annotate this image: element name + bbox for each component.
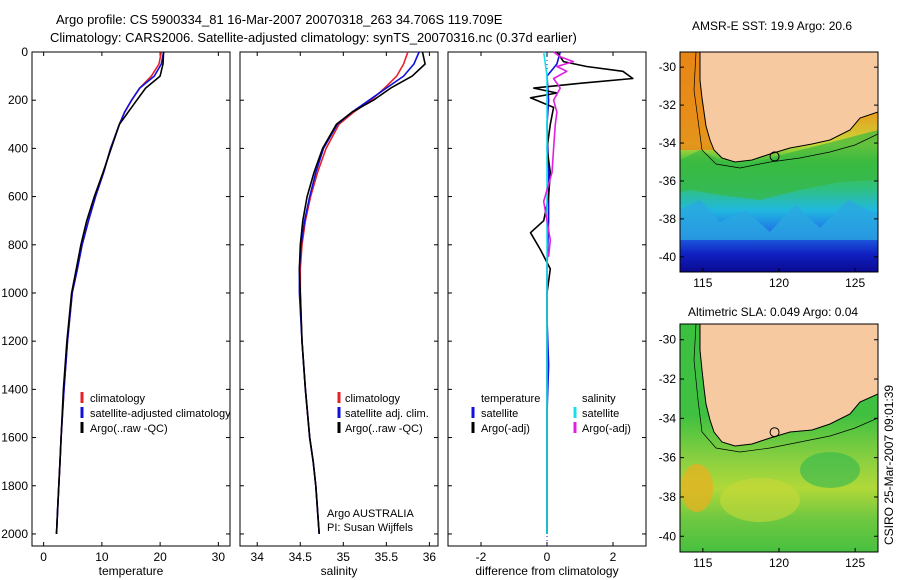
csiro-timestamp: CSIRO 25-Mar-2007 09:01:39 bbox=[882, 385, 896, 545]
map-y-tick-label: -30 bbox=[659, 60, 677, 74]
sst-map-axes: 115 120 125 -30 -32 -34 -36 -38 -40 bbox=[659, 60, 878, 290]
sla-high-patch bbox=[681, 464, 713, 512]
x-axis-label: difference from climatology bbox=[475, 564, 618, 578]
legend-label-argo: Argo(..raw -QC) bbox=[345, 423, 423, 435]
map-x-tick-label: 115 bbox=[693, 556, 712, 570]
float-owner: Argo AUSTRALIA bbox=[327, 508, 414, 520]
series-argo bbox=[298, 51, 426, 535]
map-y-tick-label: -34 bbox=[659, 136, 677, 150]
map-y-tick-label: -40 bbox=[659, 250, 677, 264]
map-x-tick-label: 120 bbox=[769, 556, 789, 570]
map-x-tick-label: 120 bbox=[769, 276, 789, 290]
legend-label-climatology: climatology bbox=[90, 393, 146, 405]
sla-map-title: Altimetric SLA: 0.049 Argo: 0.04 bbox=[688, 305, 858, 319]
legend-label-sal-argo: Argo(-adj) bbox=[582, 423, 631, 435]
y-tick-label: 1400 bbox=[1, 382, 28, 396]
map-y-tick-label: -40 bbox=[659, 529, 677, 543]
legend-title-salinity: salinity bbox=[582, 393, 616, 405]
sst-map bbox=[680, 52, 878, 272]
series-satellite bbox=[298, 51, 420, 535]
map-y-tick-label: -34 bbox=[659, 411, 677, 425]
x-tick-label: 20 bbox=[153, 550, 167, 564]
legend-label-argo: Argo(..raw -QC) bbox=[90, 423, 168, 435]
sst-coastline bbox=[699, 52, 878, 163]
map-y-tick-label: -36 bbox=[659, 174, 677, 188]
series-sal-argo bbox=[542, 51, 575, 257]
x-axis-label: temperature bbox=[99, 564, 164, 578]
map-y-tick-label: -32 bbox=[659, 372, 677, 386]
sla-low-patch bbox=[800, 452, 860, 488]
temperature-legend: climatology satellite-adjusted climatolo… bbox=[80, 392, 231, 435]
legend-title-temperature: temperature bbox=[481, 393, 540, 405]
x-tick-label: 35.5 bbox=[375, 550, 399, 564]
sla-map-axes: 115 120 125 -30 -32 -34 -36 -38 -40 bbox=[659, 333, 878, 570]
sst-map-title: AMSR-E SST: 19.9 Argo: 20.6 bbox=[692, 19, 852, 33]
x-tick-label: 34 bbox=[251, 550, 265, 564]
sst-shelf-contour bbox=[693, 52, 878, 169]
x-tick-label: 0 bbox=[544, 550, 551, 564]
legend-label-satellite: satellite adj. clim. bbox=[345, 408, 429, 420]
y-tick-label: 2000 bbox=[1, 527, 28, 541]
series-argo bbox=[55, 51, 165, 535]
sla-coastline bbox=[699, 324, 878, 447]
y-tick-label: 800 bbox=[8, 238, 28, 252]
map-x-tick-label: 115 bbox=[693, 276, 712, 290]
x-tick-label: 2 bbox=[610, 550, 617, 564]
title-line-1: Argo profile: CS 5900334_81 16-Mar-2007 … bbox=[56, 12, 503, 27]
x-tick-label: 0 bbox=[40, 550, 47, 564]
series-temp-satellite bbox=[546, 51, 561, 534]
sst-warm-band bbox=[680, 130, 878, 200]
y-tick-label: 1600 bbox=[1, 431, 28, 445]
sst-cool-band bbox=[680, 200, 878, 240]
series-sal-satellite bbox=[542, 51, 548, 534]
legend-label-climatology: climatology bbox=[345, 393, 401, 405]
sla-land bbox=[700, 324, 878, 446]
salinity-legend: climatology satellite adj. clim. Argo(..… bbox=[327, 392, 429, 534]
temperature-axes bbox=[31, 51, 231, 547]
x-tick-label: 30 bbox=[212, 550, 226, 564]
salinity-plot: 34 34.5 35 35.5 36 salinity bbox=[240, 51, 438, 578]
legend-label-temp-argo: Argo(-adj) bbox=[481, 423, 530, 435]
series-climatology bbox=[299, 51, 409, 535]
y-tick-label: 400 bbox=[8, 141, 28, 155]
sst-argo-marker bbox=[769, 151, 780, 162]
sla-shelf-contour bbox=[693, 324, 878, 453]
sst-land bbox=[700, 52, 878, 162]
y-tick-label: 0 bbox=[21, 45, 28, 59]
map-y-tick-label: -30 bbox=[659, 333, 677, 347]
legend-label-temp-satellite: satellite bbox=[481, 408, 518, 420]
y-tick-label: 1000 bbox=[1, 286, 28, 300]
x-tick-label: 10 bbox=[95, 550, 109, 564]
float-pi: PI: Susan Wijffels bbox=[327, 522, 413, 534]
map-x-tick-label: 125 bbox=[845, 556, 865, 570]
x-tick-label: 35 bbox=[337, 550, 351, 564]
map-x-tick-label: 125 bbox=[845, 276, 865, 290]
x-axis-label: salinity bbox=[321, 564, 358, 578]
legend-label-sal-satellite: satellite bbox=[582, 408, 619, 420]
difference-legend: temperature satellite Argo(-adj) salinit… bbox=[471, 393, 631, 435]
map-y-tick-label: -38 bbox=[659, 212, 677, 226]
sla-map bbox=[680, 324, 878, 552]
temperature-plot: 0 10 20 30 temperature 0 200 400 600 800 1000 1200 1… bbox=[1, 45, 230, 578]
y-tick-label: 200 bbox=[8, 93, 28, 107]
map-y-tick-label: -32 bbox=[659, 98, 677, 112]
x-tick-label: -2 bbox=[476, 550, 487, 564]
series-temp-argo bbox=[529, 51, 634, 534]
sla-mid-patch bbox=[720, 478, 800, 522]
salinity-axes bbox=[239, 51, 439, 547]
y-tick-label: 1800 bbox=[1, 479, 28, 493]
series-satellite bbox=[55, 51, 165, 535]
map-y-tick-label: -36 bbox=[659, 451, 677, 465]
legend-label-satellite: satellite-adjusted climatology bbox=[90, 408, 231, 420]
sla-argo-marker bbox=[769, 427, 780, 438]
title-line-2: Climatology: CARS2006. Satellite-adjuste… bbox=[50, 30, 577, 45]
x-tick-label: 36 bbox=[423, 550, 437, 564]
map-y-tick-label: -38 bbox=[659, 490, 677, 504]
x-tick-label: 34.5 bbox=[289, 550, 313, 564]
y-tick-label: 1200 bbox=[1, 334, 28, 348]
y-tick-label: 600 bbox=[8, 190, 28, 204]
